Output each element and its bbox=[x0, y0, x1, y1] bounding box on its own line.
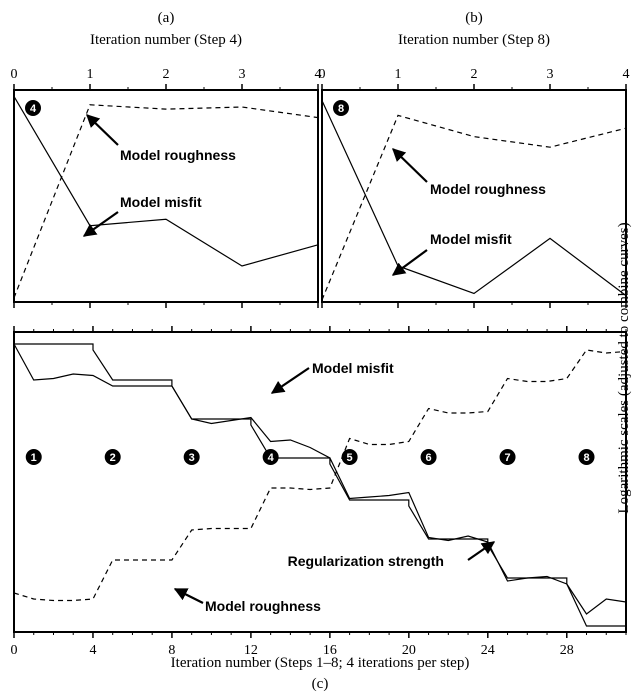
annotation-misfit-label: Model misfit bbox=[312, 360, 394, 376]
tick-label: 0 bbox=[11, 67, 18, 82]
step-badge bbox=[333, 100, 349, 116]
step-badge bbox=[25, 100, 41, 116]
panel-a: 0 1 2 3 4 (a) Iteration number (Step 4) 4 Model … bbox=[11, 10, 322, 308]
tick-label: 16 bbox=[323, 643, 337, 658]
tick-label: 12 bbox=[244, 643, 258, 658]
step-badge-2 bbox=[104, 449, 121, 465]
annotation-misfit-arrow bbox=[391, 249, 428, 276]
step-badge-label: 4 bbox=[30, 103, 37, 115]
step-badge-8 bbox=[578, 449, 595, 465]
annotation-roughness-label: Model roughness bbox=[120, 147, 236, 163]
panel-letter: (c) bbox=[312, 676, 329, 692]
series-line-model-roughness bbox=[13, 349, 627, 602]
tick-label: 0 bbox=[319, 67, 326, 82]
step-badge-1 bbox=[25, 449, 42, 465]
step-badge-5-label: 5 bbox=[347, 452, 353, 464]
tick-label: 4 bbox=[89, 643, 96, 658]
tick-label: 8 bbox=[168, 643, 175, 658]
step-badge-label: 8 bbox=[338, 103, 344, 115]
annotation-misfit-label: Model misfit bbox=[120, 194, 202, 210]
annotation-roughness-label: Model roughness bbox=[205, 598, 321, 614]
step-badge-2-label: 2 bbox=[110, 452, 116, 464]
annotation-regularization-label: Regularization strength bbox=[288, 553, 444, 569]
annotation-roughness-arrow bbox=[86, 114, 119, 146]
step-badge-7-label: 7 bbox=[504, 452, 510, 464]
right-axis-label: Logarithmic scales (adjusted to combine … bbox=[616, 222, 632, 513]
step-badge-8-label: 8 bbox=[583, 452, 589, 464]
step-badge-4-label: 4 bbox=[268, 452, 275, 464]
series-line-regularization-strength bbox=[14, 343, 626, 627]
annotation-misfit-arrow bbox=[270, 367, 310, 394]
tick-label: 1 bbox=[395, 67, 402, 82]
annotation-regularization-arrow bbox=[467, 541, 496, 561]
tick-label: 1 bbox=[87, 67, 94, 82]
step-badge-3 bbox=[183, 449, 200, 465]
x-axis-label: Iteration number (Steps 1–8; 4 iteration… bbox=[171, 655, 470, 671]
series-line-model-misfit bbox=[321, 100, 627, 297]
plot-frame bbox=[13, 331, 627, 633]
x-axis-label: Iteration number (Step 8) bbox=[398, 32, 550, 48]
annotation-roughness-arrow bbox=[173, 588, 204, 604]
step-badge-6 bbox=[420, 449, 437, 465]
tick-label: 0 bbox=[11, 643, 18, 658]
step-badge-1-label: 1 bbox=[31, 452, 37, 464]
tick-label: 3 bbox=[239, 67, 246, 82]
tick-label: 4 bbox=[623, 67, 630, 82]
panel-letter: (b) bbox=[465, 10, 483, 26]
panel-letter: (a) bbox=[158, 10, 175, 26]
annotation-roughness-arrow bbox=[392, 148, 428, 183]
step-badge-5 bbox=[341, 449, 358, 465]
tick-label: 28 bbox=[560, 643, 574, 658]
annotation-roughness-label: Model roughness bbox=[430, 181, 546, 197]
tick-label: 4 bbox=[315, 67, 322, 82]
step-badge-7 bbox=[499, 449, 516, 465]
series-line-model-roughness bbox=[13, 104, 319, 299]
x-axis-label: Iteration number (Step 4) bbox=[90, 32, 242, 48]
annotation-misfit-arrow bbox=[82, 211, 119, 237]
tick-label: 24 bbox=[481, 643, 495, 658]
panel-b: 0 1 2 3 4 (b) Iteration number (Step 8) 8 Model … bbox=[319, 10, 630, 308]
step-badge-3-label: 3 bbox=[189, 452, 195, 464]
tick-label: 2 bbox=[163, 67, 170, 82]
tick-label: 20 bbox=[402, 643, 416, 658]
step-badge-6-label: 6 bbox=[426, 452, 432, 464]
series-line-model-misfit bbox=[13, 96, 319, 267]
tick-label: 3 bbox=[547, 67, 554, 82]
series-line-model-roughness bbox=[321, 114, 627, 301]
annotation-misfit-label: Model misfit bbox=[430, 231, 512, 247]
tick-label: 2 bbox=[471, 67, 478, 82]
step-badge-4 bbox=[262, 449, 279, 465]
